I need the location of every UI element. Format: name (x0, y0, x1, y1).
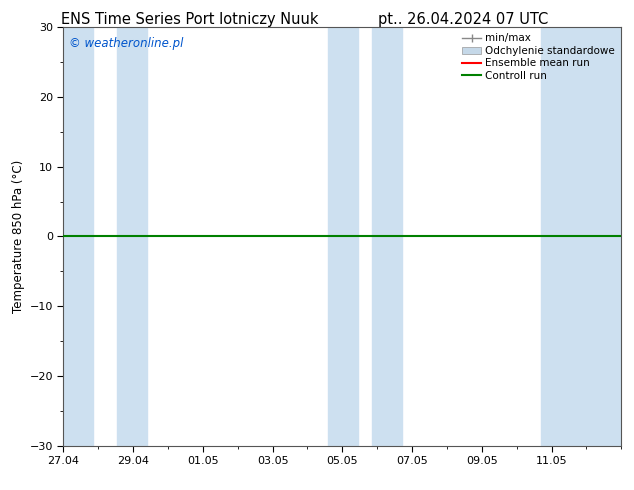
Y-axis label: Temperature 850 hPa (°C): Temperature 850 hPa (°C) (12, 160, 25, 313)
Bar (328, 27, 358, 446)
Bar (63, 27, 93, 446)
Bar (117, 27, 147, 446)
Legend: min/max, Odchylenie standardowe, Ensemble mean run, Controll run: min/max, Odchylenie standardowe, Ensembl… (459, 30, 618, 84)
Bar (541, 27, 621, 446)
Text: ENS Time Series Port lotniczy Nuuk: ENS Time Series Port lotniczy Nuuk (61, 12, 319, 27)
Text: © weatheronline.pl: © weatheronline.pl (69, 37, 183, 50)
Bar (372, 27, 402, 446)
Text: pt.. 26.04.2024 07 UTC: pt.. 26.04.2024 07 UTC (378, 12, 548, 27)
